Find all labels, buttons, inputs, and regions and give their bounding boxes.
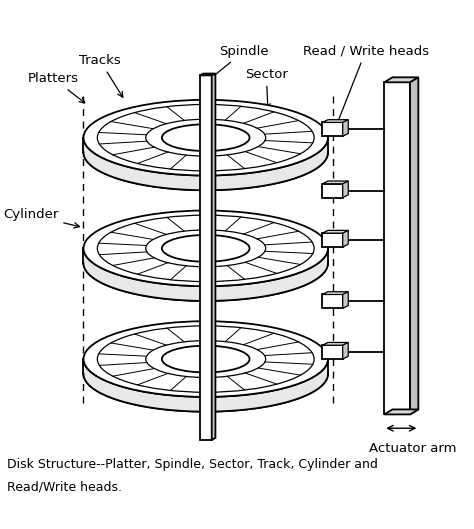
Polygon shape	[343, 181, 348, 198]
Polygon shape	[83, 248, 328, 301]
Ellipse shape	[162, 235, 249, 262]
Polygon shape	[322, 230, 348, 233]
Bar	[322, 345, 343, 359]
Text: Read / Write heads: Read / Write heads	[302, 44, 428, 125]
Text: Spindle: Spindle	[209, 44, 269, 80]
Polygon shape	[83, 138, 328, 190]
Polygon shape	[343, 342, 348, 359]
Bar	[322, 184, 343, 198]
Polygon shape	[322, 291, 348, 295]
Polygon shape	[322, 342, 348, 345]
Ellipse shape	[83, 225, 328, 301]
Ellipse shape	[83, 211, 328, 286]
Bar	[384, 83, 410, 414]
Polygon shape	[410, 77, 419, 414]
Polygon shape	[200, 74, 215, 76]
Polygon shape	[322, 181, 348, 184]
Ellipse shape	[83, 100, 328, 176]
Text: Cylinder: Cylinder	[3, 208, 80, 228]
Text: Sector: Sector	[245, 68, 288, 109]
Text: Disk Structure--Platter, Spindle, Sector, Track, Cylinder and: Disk Structure--Platter, Spindle, Sector…	[8, 458, 378, 471]
Text: Actuator arm: Actuator arm	[369, 442, 456, 455]
Polygon shape	[83, 359, 328, 412]
Ellipse shape	[162, 139, 249, 166]
Polygon shape	[384, 409, 419, 414]
Ellipse shape	[83, 115, 328, 190]
Bar	[200, 76, 212, 440]
Bar	[322, 295, 343, 308]
Ellipse shape	[162, 250, 249, 277]
Ellipse shape	[162, 124, 249, 151]
Polygon shape	[162, 248, 249, 277]
Polygon shape	[162, 138, 249, 166]
Ellipse shape	[162, 345, 249, 372]
Text: Read/Write heads.: Read/Write heads.	[8, 480, 122, 494]
Bar	[322, 122, 343, 136]
Polygon shape	[343, 291, 348, 308]
Ellipse shape	[83, 321, 328, 397]
Ellipse shape	[83, 336, 328, 412]
Text: Platters: Platters	[28, 72, 85, 103]
Ellipse shape	[162, 360, 249, 387]
Polygon shape	[322, 120, 348, 122]
Polygon shape	[343, 120, 348, 136]
Polygon shape	[212, 74, 215, 440]
Polygon shape	[343, 230, 348, 247]
Polygon shape	[162, 359, 249, 387]
Text: Tracks: Tracks	[79, 54, 123, 97]
Polygon shape	[384, 77, 419, 83]
Bar	[322, 233, 343, 247]
